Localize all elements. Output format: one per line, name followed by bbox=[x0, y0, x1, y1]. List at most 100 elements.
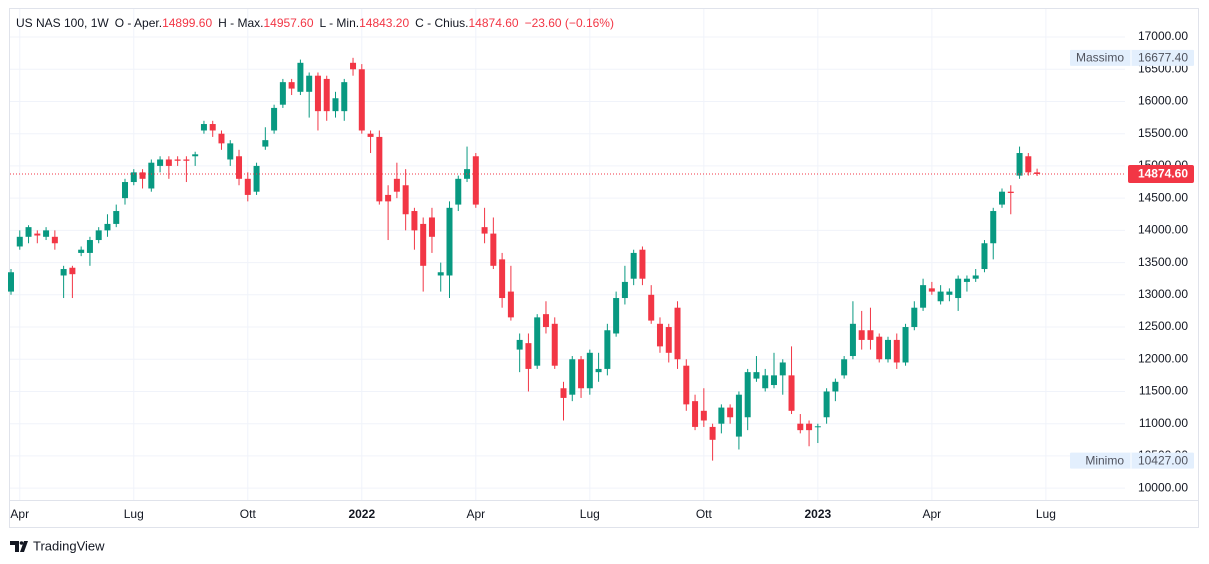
last-price-label: 14874.60 bbox=[1138, 167, 1188, 181]
candle-body bbox=[43, 230, 50, 237]
candle-body bbox=[1025, 156, 1032, 173]
candle-body bbox=[183, 159, 190, 161]
x-tick-label: Lug bbox=[124, 507, 144, 521]
candle-body bbox=[762, 375, 769, 389]
y-tick-label: 13000.00 bbox=[1138, 287, 1188, 301]
candle-body bbox=[104, 223, 111, 231]
candle-body bbox=[139, 172, 146, 179]
candle-body bbox=[630, 252, 637, 279]
y-tick-label: 14000.00 bbox=[1138, 223, 1188, 237]
candle-body bbox=[490, 233, 497, 266]
candle-body bbox=[78, 249, 85, 253]
candle-body bbox=[297, 62, 304, 92]
candle-body bbox=[122, 182, 129, 199]
candle-body bbox=[130, 172, 137, 183]
candle-body bbox=[981, 243, 988, 270]
candle-body bbox=[692, 401, 699, 427]
candle-body bbox=[560, 388, 567, 398]
candle-body bbox=[402, 185, 409, 215]
candle-body bbox=[218, 133, 225, 144]
y-tick-label: 14500.00 bbox=[1138, 190, 1188, 204]
candle-body bbox=[507, 291, 514, 318]
candle-body bbox=[472, 156, 479, 205]
candle-body bbox=[385, 194, 392, 202]
annotation-text: Massimo bbox=[1076, 50, 1124, 64]
candle-body bbox=[271, 107, 278, 131]
chart-title: US NAS 100, 1W bbox=[16, 16, 109, 30]
candle-body bbox=[727, 407, 734, 418]
legend-label: H - Max. bbox=[218, 16, 263, 30]
candle-body bbox=[209, 124, 216, 131]
annotation-box bbox=[1070, 49, 1194, 66]
candle-body bbox=[656, 323, 663, 347]
candle-body bbox=[867, 330, 874, 340]
candle-body bbox=[674, 307, 681, 360]
candle-body bbox=[551, 323, 558, 366]
candle-body bbox=[455, 178, 462, 205]
legend-value: 14874.60 bbox=[469, 16, 519, 30]
candle-body bbox=[323, 78, 330, 112]
candle-body bbox=[920, 285, 927, 308]
y-tick-label: 10000.00 bbox=[1138, 480, 1188, 494]
candle-body bbox=[700, 410, 707, 421]
x-tick-label: 2022 bbox=[348, 507, 375, 521]
legend-value: 14957.60 bbox=[263, 16, 313, 30]
candle-body bbox=[718, 407, 725, 424]
candle-body bbox=[928, 288, 935, 292]
legend-value: 14843.20 bbox=[359, 16, 409, 30]
candle-body bbox=[806, 423, 813, 431]
candles bbox=[8, 57, 1041, 461]
annotation-box bbox=[1070, 452, 1194, 469]
candle-body bbox=[604, 330, 611, 369]
candle-body bbox=[253, 165, 260, 192]
candle-body bbox=[157, 159, 164, 166]
candle-body bbox=[165, 159, 172, 166]
candle-body bbox=[113, 211, 120, 224]
candle-body bbox=[262, 140, 269, 147]
candle-body bbox=[937, 291, 944, 302]
legend-value: 14899.60 bbox=[162, 16, 212, 30]
candle-body bbox=[1016, 153, 1023, 176]
legend-label: C - Chius. bbox=[415, 16, 468, 30]
candle-body bbox=[525, 343, 532, 369]
candle-body bbox=[753, 372, 760, 379]
x-tick-label: Lug bbox=[1036, 507, 1056, 521]
legend-values: O - Aper.14899.60 H - Max.14957.60 L - Min… bbox=[115, 16, 614, 30]
candle-body bbox=[148, 162, 155, 189]
y-tick-label: 17000.00 bbox=[1138, 29, 1188, 43]
candle-body bbox=[200, 124, 207, 131]
candle-body bbox=[990, 211, 997, 244]
candle-body bbox=[823, 391, 830, 418]
candle-body bbox=[60, 269, 67, 276]
candle-body bbox=[613, 298, 620, 334]
grid: 10000.0010500.0011000.0011500.0012000.00… bbox=[10, 9, 1188, 521]
candle-body bbox=[542, 314, 549, 328]
candle-body bbox=[639, 249, 646, 279]
candle-body bbox=[411, 211, 418, 231]
overlay: 14874.60 Massimo 16677.40 Minimo 10427.00 bbox=[10, 49, 1194, 469]
candle-body bbox=[885, 339, 891, 360]
candle-body bbox=[569, 359, 576, 395]
x-tick-label: Apr bbox=[923, 507, 942, 521]
y-tick-label: 16000.00 bbox=[1138, 94, 1188, 108]
annotation-text: Minimo bbox=[1085, 453, 1124, 467]
x-tick-label: Apr bbox=[10, 507, 29, 521]
candle-body bbox=[1007, 191, 1014, 193]
candle-body bbox=[244, 178, 251, 195]
candle-body bbox=[367, 133, 374, 137]
candle-body bbox=[332, 98, 339, 112]
x-tick-label: Lug bbox=[580, 507, 600, 521]
candle-body bbox=[25, 227, 32, 237]
candle-body bbox=[779, 362, 786, 376]
candle-body bbox=[999, 191, 1006, 205]
candle-body bbox=[358, 69, 365, 131]
candle-body bbox=[314, 75, 321, 112]
candle-body bbox=[902, 327, 909, 363]
candle-body bbox=[665, 327, 672, 353]
candle-body bbox=[832, 381, 839, 392]
candle-body bbox=[227, 143, 234, 160]
candle-body bbox=[963, 278, 970, 282]
candle-body bbox=[481, 227, 488, 234]
candle-body bbox=[735, 394, 742, 437]
